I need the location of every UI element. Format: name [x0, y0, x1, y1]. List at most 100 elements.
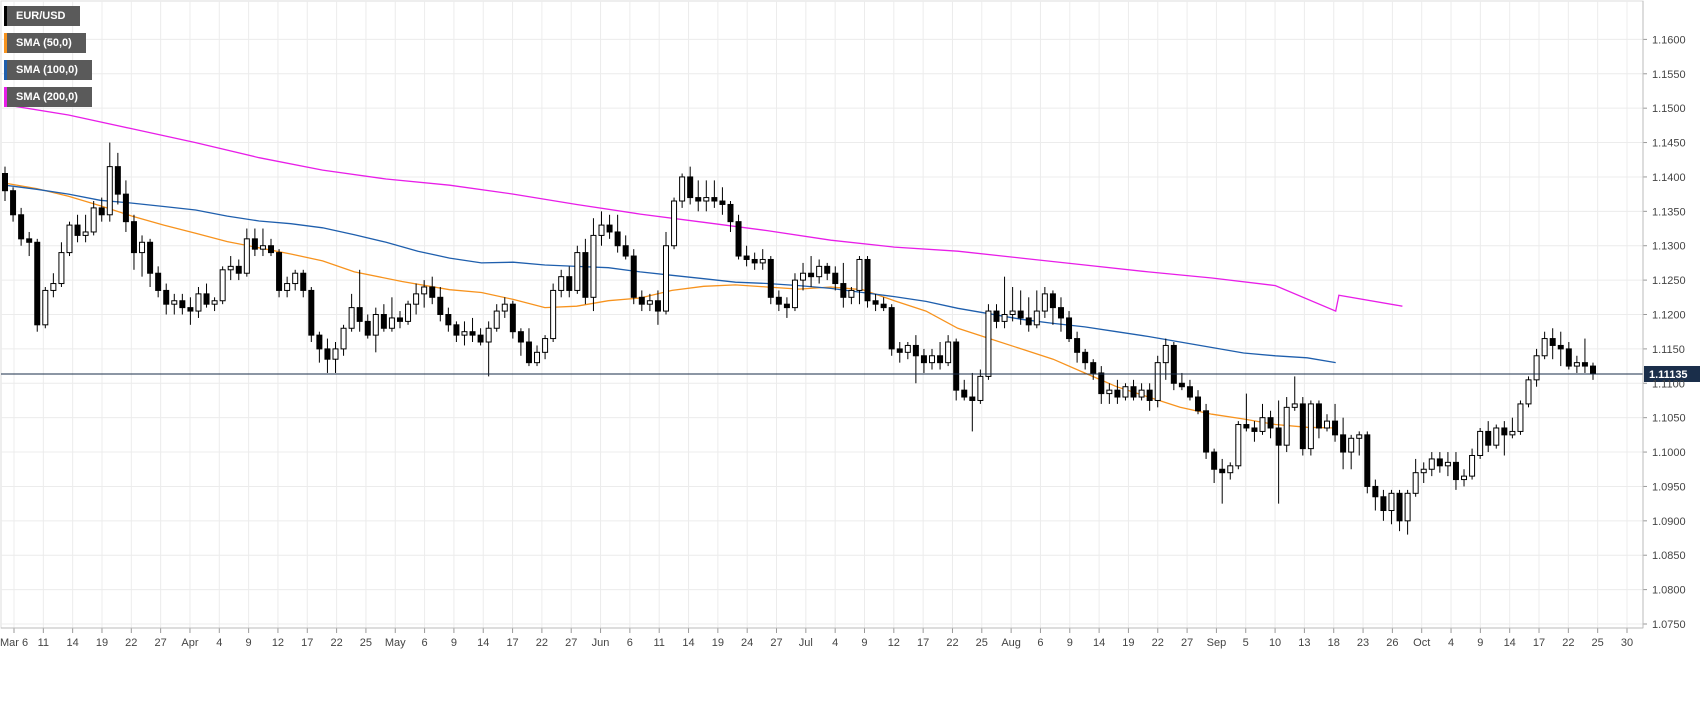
candle-up	[550, 289, 557, 340]
candle-down	[767, 258, 774, 298]
candle-down	[1436, 458, 1443, 467]
candle-down	[1130, 386, 1137, 398]
candle-down	[775, 296, 782, 305]
candle-down	[18, 214, 25, 240]
candle-down	[1243, 424, 1250, 429]
x-tick-label: May	[385, 637, 406, 649]
candle-up	[646, 300, 653, 305]
candle-up	[703, 197, 710, 202]
x-tick-label: 9	[861, 637, 867, 649]
x-tick-label: 17	[301, 637, 313, 649]
candle-down	[1299, 403, 1306, 450]
sma200-line	[4, 104, 1403, 313]
grid	[0, 0, 1644, 629]
candle-down	[630, 255, 637, 298]
x-tick-label: 22	[1562, 637, 1574, 649]
x-tick-label: 27	[1181, 637, 1193, 649]
candle-down	[203, 293, 210, 305]
candle-up	[1235, 424, 1242, 467]
candle-up	[58, 252, 65, 285]
candle-down	[824, 265, 831, 274]
legend-item-sma-50[interactable]: SMA (50,0)	[4, 33, 86, 53]
candle-down	[98, 207, 105, 216]
x-tick-label: 25	[360, 637, 372, 649]
x-tick-label: 6	[1037, 637, 1043, 649]
candle-up	[598, 224, 605, 236]
candle-down	[251, 238, 258, 250]
candle-down	[1315, 403, 1322, 429]
candle-up	[1356, 434, 1363, 439]
candle-up	[66, 224, 73, 254]
y-tick-label: 1.1050	[1652, 413, 1686, 425]
y-tick-label: 1.1500	[1652, 103, 1686, 115]
x-tick-label: 10	[1269, 637, 1281, 649]
candle-down	[1066, 317, 1073, 340]
candle-down	[622, 245, 629, 257]
candle-down	[1501, 427, 1508, 436]
x-tick-label: 27	[155, 637, 167, 649]
candle-down	[743, 255, 750, 260]
candle-up	[1033, 310, 1040, 326]
candle-up	[671, 200, 678, 247]
candle-down	[525, 341, 532, 364]
price-overlay: 1.11135	[1, 365, 1700, 382]
candle-down	[638, 296, 645, 305]
candle-down	[1170, 344, 1177, 384]
candle-up	[856, 258, 863, 291]
candle-down	[1452, 461, 1459, 481]
candle-down	[1396, 492, 1403, 522]
y-tick-label: 1.0850	[1652, 550, 1686, 562]
y-tick-label: 1.0900	[1652, 516, 1686, 528]
legend-swatch	[4, 6, 7, 26]
legend-item-sma-200[interactable]: SMA (200,0)	[4, 87, 92, 107]
candle-down	[1195, 396, 1202, 412]
candle-down	[300, 272, 307, 291]
candle-down	[1057, 307, 1064, 319]
candle-down	[961, 389, 968, 398]
y-tick-label: 1.0750	[1652, 619, 1686, 631]
legend-label: EUR/USD	[7, 6, 80, 26]
x-tick-label: 4	[1448, 637, 1454, 649]
candle-up	[848, 289, 855, 298]
x-tick-label: 19	[96, 637, 108, 649]
y-tick-label: 1.1200	[1652, 310, 1686, 322]
candle-up	[1517, 403, 1524, 432]
legend-item-eurusd[interactable]: EUR/USD	[4, 6, 80, 26]
candles	[2, 142, 1596, 535]
x-tick-label: 14	[477, 637, 489, 649]
legend-item-sma-100[interactable]: SMA (100,0)	[4, 60, 92, 80]
candle-down	[469, 331, 476, 336]
candle-down	[1581, 362, 1588, 367]
candle-down	[1074, 338, 1081, 353]
candle-up	[388, 317, 395, 329]
candle-up	[50, 283, 57, 291]
candle-down	[751, 258, 758, 264]
x-tick-label: 19	[712, 637, 724, 649]
candle-up	[1259, 417, 1266, 432]
candle-up	[1001, 314, 1008, 322]
candle-down	[1114, 389, 1121, 398]
candle-up	[1227, 465, 1234, 474]
candle-down	[719, 200, 726, 205]
candle-down	[380, 314, 387, 329]
x-tick-label: 14	[1093, 637, 1105, 649]
candle-up	[405, 303, 412, 322]
x-tick-label: 4	[216, 637, 222, 649]
candle-down	[953, 341, 960, 391]
candle-down	[832, 272, 839, 285]
candle-down	[316, 334, 323, 350]
candle-down	[735, 221, 742, 257]
candle-up	[1162, 344, 1169, 364]
candle-down	[268, 245, 275, 254]
candle-up	[816, 265, 823, 278]
candle-down	[880, 303, 887, 309]
x-tick-label: 17	[506, 637, 518, 649]
candle-up	[106, 166, 113, 216]
candle-down	[1082, 351, 1089, 364]
y-tick-label: 1.1100	[1652, 378, 1685, 390]
candle-up	[1154, 362, 1161, 401]
candle-up	[558, 276, 565, 291]
candle-up	[42, 289, 49, 326]
candle-down	[993, 310, 1000, 322]
candle-down	[308, 289, 315, 336]
